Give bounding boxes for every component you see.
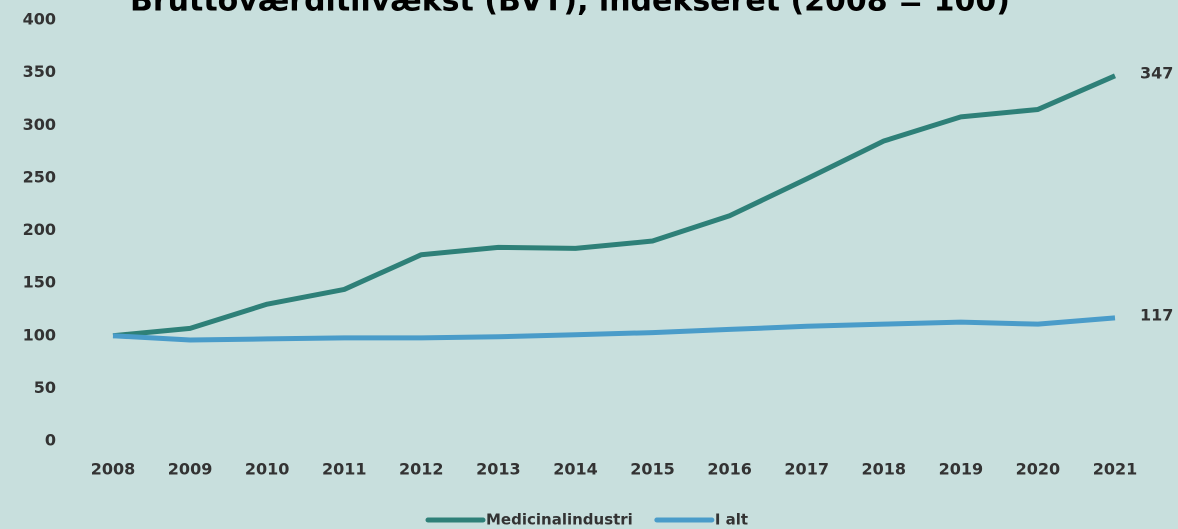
y-tick-label: 200 bbox=[23, 220, 56, 239]
x-tick-label: 2019 bbox=[939, 460, 984, 479]
legend-label: I alt bbox=[715, 511, 748, 529]
y-tick-label: 300 bbox=[23, 115, 56, 134]
x-tick-label: 2016 bbox=[707, 460, 752, 479]
x-tick-label: 2020 bbox=[1016, 460, 1061, 479]
y-tick-label: 50 bbox=[34, 378, 56, 397]
x-tick-label: 2008 bbox=[91, 460, 136, 479]
y-tick-label: 350 bbox=[23, 62, 56, 81]
line-series bbox=[112, 315, 1116, 343]
y-tick-label: 150 bbox=[23, 273, 56, 292]
value-label: 347 bbox=[1140, 63, 1173, 82]
value-label: 117 bbox=[1140, 305, 1173, 324]
y-tick-label: 0 bbox=[45, 431, 56, 450]
y-tick-label: 100 bbox=[23, 325, 56, 344]
x-tick-label: 2011 bbox=[322, 460, 367, 479]
y-tick-label: 250 bbox=[23, 167, 56, 186]
y-tick-label: 400 bbox=[23, 10, 56, 29]
line-series bbox=[112, 73, 1117, 339]
x-tick-label: 2015 bbox=[630, 460, 675, 479]
x-tick-label: 2014 bbox=[553, 460, 598, 479]
chart-title: Bruttoværditilvækst (BVT), indekseret (2… bbox=[130, 0, 1010, 19]
x-tick-label: 2013 bbox=[476, 460, 521, 479]
x-tick-label: 2021 bbox=[1093, 460, 1138, 479]
x-tick-label: 2010 bbox=[245, 460, 290, 479]
legend-label: Medicinalindustri bbox=[486, 511, 633, 529]
x-tick-label: 2009 bbox=[168, 460, 213, 479]
x-tick-label: 2018 bbox=[862, 460, 907, 479]
x-tick-label: 2017 bbox=[784, 460, 829, 479]
x-tick-label: 2012 bbox=[399, 460, 444, 479]
